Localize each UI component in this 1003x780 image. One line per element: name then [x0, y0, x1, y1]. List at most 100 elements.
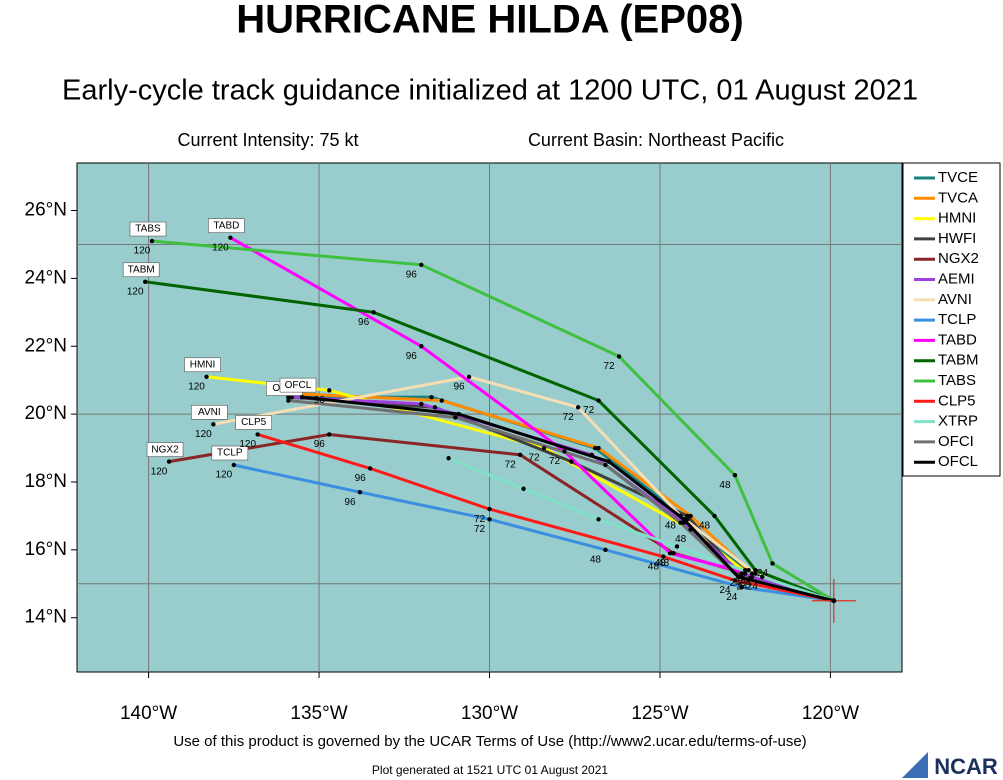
track-point: [760, 574, 765, 580]
track-point: [753, 571, 758, 576]
hour-label: 96: [344, 497, 356, 508]
track-point: [211, 422, 216, 427]
y-tick-label: 26°N: [25, 200, 67, 221]
track-point: [521, 486, 526, 491]
track-point: [603, 547, 608, 553]
hour-label: 24: [740, 575, 752, 586]
track-point: [466, 374, 472, 379]
legend-label: NGX2: [938, 250, 979, 267]
hour-label: 48: [658, 558, 670, 569]
end-box: [208, 218, 245, 233]
track-point: [667, 551, 673, 556]
hour-label: 24: [719, 585, 731, 596]
track-point: [688, 527, 693, 532]
track-point: [446, 456, 451, 461]
track-point: [589, 452, 594, 458]
hour-label: 48: [675, 534, 687, 545]
end-box: [279, 377, 317, 393]
track-point: [371, 310, 376, 315]
hour-label: 48: [699, 521, 711, 532]
track-point: [685, 517, 690, 522]
hour-label: 72: [549, 456, 561, 467]
track-point: [596, 445, 601, 451]
track-point: [289, 394, 294, 400]
track-point: [569, 459, 574, 464]
end-box-label: CLP5: [241, 417, 266, 428]
track-point: [487, 506, 492, 512]
legend-label: TABS: [938, 372, 976, 389]
end-box-label: NGX2: [151, 444, 179, 455]
hour-label: 48: [655, 558, 667, 569]
track-point: [286, 394, 291, 400]
track-point: [286, 398, 291, 403]
track-point: [231, 462, 237, 468]
legend-label: OFCI: [938, 433, 974, 450]
hour-label: 24: [730, 578, 742, 589]
legend-label: XTRP: [938, 413, 978, 430]
hour-label: 96: [406, 351, 418, 362]
track-point: [681, 520, 687, 525]
track-point: [671, 551, 676, 556]
track-point: [603, 462, 608, 468]
hour-label: 96: [358, 317, 370, 328]
hour-label: 120: [212, 242, 229, 253]
track-point: [746, 568, 751, 573]
legend-label: TCLP: [938, 311, 976, 328]
track-point: [166, 459, 172, 464]
end-box-label: AVNI: [198, 407, 221, 418]
x-tick-label: 140°W: [120, 703, 177, 724]
legend-label: TVCE: [938, 169, 978, 186]
hour-label: 120: [195, 429, 212, 440]
logo: NCAR: [934, 754, 998, 779]
y-tick-label: 18°N: [25, 471, 67, 492]
footer: Use of this product is governed by the U…: [173, 733, 806, 750]
track-point: [541, 445, 547, 451]
track-point: [453, 415, 458, 420]
end-box: [184, 357, 221, 373]
hour-label: 48: [719, 480, 731, 491]
x-tick-label: 130°W: [461, 703, 518, 724]
track-point: [616, 354, 622, 359]
end-box-label: TABS: [135, 224, 161, 235]
track-point: [739, 584, 744, 590]
hour-label: 120: [188, 381, 205, 392]
y-tick-label: 16°N: [25, 539, 67, 560]
hour-label: 120: [151, 466, 168, 477]
track-point: [149, 238, 155, 244]
track-point: [596, 517, 601, 522]
track-point: [753, 568, 758, 573]
track-point: [367, 466, 373, 471]
track-point: [429, 394, 434, 400]
basin: Current Basin: Northeast Pacific: [528, 130, 784, 150]
track-line: [448, 456, 835, 603]
track-point: [456, 411, 462, 417]
end-box: [211, 445, 249, 461]
track-point: [674, 544, 680, 549]
track-point: [228, 235, 233, 240]
generated: Plot generated at 1521 UTC 01 August 202…: [372, 763, 608, 777]
end-box: [122, 262, 160, 278]
legend-label: CLP5: [938, 392, 976, 409]
track-point: [142, 279, 148, 284]
track-line: [257, 433, 835, 603]
track-point: [732, 472, 738, 478]
hour-label: 120: [134, 246, 151, 257]
y-tick-label: 24°N: [25, 267, 67, 288]
track-point: [688, 513, 693, 519]
track-point: [327, 388, 332, 393]
hour-label: 24: [726, 592, 738, 603]
track-point: [739, 574, 744, 580]
track-point: [419, 401, 424, 407]
end-box: [129, 221, 167, 237]
track-point: [739, 571, 744, 576]
hour-label: 72: [474, 514, 486, 525]
y-tick-label: 20°N: [25, 403, 67, 424]
track-line: [144, 280, 835, 603]
track-point: [419, 344, 424, 349]
hour-label: 48: [665, 521, 677, 532]
hour-label: 24: [757, 568, 769, 579]
y-tick-label: 14°N: [25, 607, 67, 628]
track-point: [439, 398, 444, 403]
legend-label: HWFI: [938, 230, 976, 247]
